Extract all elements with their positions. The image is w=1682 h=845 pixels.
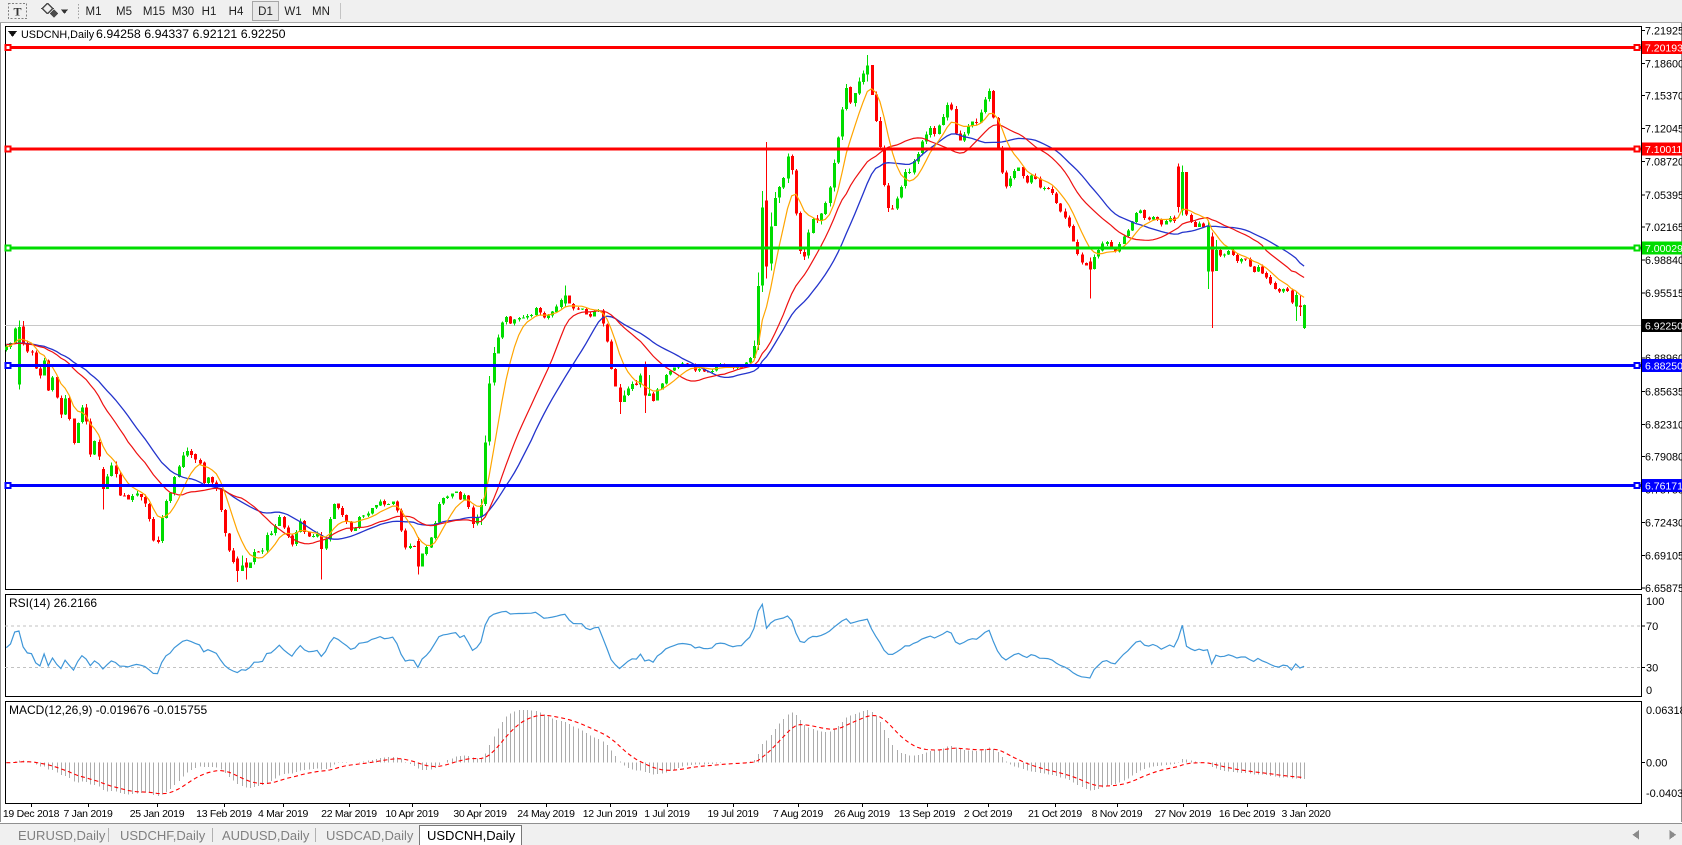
svg-text:100: 100: [1646, 596, 1664, 608]
svg-text:M15: M15: [143, 6, 165, 18]
svg-text:16 Dec 2019: 16 Dec 2019: [1219, 808, 1276, 820]
svg-text:6.72430: 6.72430: [1645, 518, 1682, 530]
svg-text:26 Aug 2019: 26 Aug 2019: [834, 808, 890, 820]
svg-text:W1: W1: [284, 6, 301, 18]
svg-text:7.21925: 7.21925: [1645, 25, 1682, 37]
svg-text:0.063184: 0.063184: [1646, 705, 1682, 717]
svg-text:6.94258 6.94337 6.92121 6.9225: 6.94258 6.94337 6.92121 6.92250: [96, 27, 286, 41]
svg-text:24 May 2019: 24 May 2019: [517, 808, 575, 820]
svg-text:7.08720: 7.08720: [1645, 157, 1682, 169]
svg-text:7.10011: 7.10011: [1645, 144, 1682, 156]
svg-text:USDCNH,Daily: USDCNH,Daily: [21, 29, 95, 41]
svg-text:27 Nov 2019: 27 Nov 2019: [1155, 808, 1212, 820]
svg-text:7.15370: 7.15370: [1645, 91, 1682, 103]
svg-text:30 Apr 2019: 30 Apr 2019: [453, 808, 507, 820]
svg-text:13 Sep 2019: 13 Sep 2019: [899, 808, 956, 820]
svg-text:M1: M1: [86, 6, 102, 18]
svg-text:M30: M30: [172, 6, 194, 18]
svg-text:7.18600: 7.18600: [1645, 59, 1682, 71]
svg-text:6.82310: 6.82310: [1645, 419, 1682, 431]
svg-text:-0.040355: -0.040355: [1646, 788, 1682, 800]
svg-text:D1: D1: [258, 6, 273, 18]
svg-text:19 Dec 2018: 19 Dec 2018: [3, 808, 60, 820]
svg-text:6.98840: 6.98840: [1645, 255, 1682, 267]
svg-text:7.12045: 7.12045: [1645, 124, 1682, 136]
svg-text:H4: H4: [229, 6, 244, 18]
svg-text:RSI(14) 26.2166: RSI(14) 26.2166: [9, 596, 97, 610]
svg-text:MN: MN: [312, 6, 330, 18]
svg-text:25 Jan 2019: 25 Jan 2019: [130, 808, 185, 820]
svg-text:19 Jul 2019: 19 Jul 2019: [708, 808, 759, 820]
svg-text:1 Jul 2019: 1 Jul 2019: [644, 808, 690, 820]
svg-text:12 Jun 2019: 12 Jun 2019: [583, 808, 638, 820]
svg-text:MACD(12,26,9) -0.019676 -0.015: MACD(12,26,9) -0.019676 -0.015755: [9, 703, 207, 717]
svg-text:6.85635: 6.85635: [1645, 386, 1682, 398]
svg-text:6.88250: 6.88250: [1645, 360, 1682, 372]
svg-text:6.92250: 6.92250: [1645, 321, 1682, 333]
svg-text:T: T: [13, 5, 21, 19]
svg-text:30: 30: [1646, 663, 1658, 675]
svg-text:6.65875: 6.65875: [1645, 583, 1682, 595]
svg-text:13 Feb 2019: 13 Feb 2019: [196, 808, 252, 820]
svg-text:0.00: 0.00: [1646, 758, 1667, 770]
svg-text:USDCHF,Daily: USDCHF,Daily: [120, 828, 206, 843]
svg-text:7 Aug 2019: 7 Aug 2019: [773, 808, 824, 820]
svg-text:EURUSD,Daily: EURUSD,Daily: [18, 828, 106, 843]
svg-text:6.69105: 6.69105: [1645, 551, 1682, 563]
svg-text:7.00029: 7.00029: [1645, 243, 1682, 255]
svg-text:70: 70: [1646, 621, 1658, 633]
svg-text:AUDUSD,Daily: AUDUSD,Daily: [222, 828, 310, 843]
svg-text:USDCAD,Daily: USDCAD,Daily: [326, 828, 414, 843]
svg-text:6.79080: 6.79080: [1645, 452, 1682, 464]
svg-text:6.95515: 6.95515: [1645, 288, 1682, 300]
svg-text:M5: M5: [116, 6, 132, 18]
svg-text:2 Oct 2019: 2 Oct 2019: [964, 808, 1013, 820]
svg-text:3 Jan 2020: 3 Jan 2020: [1282, 808, 1331, 820]
svg-text:0: 0: [1646, 685, 1652, 697]
svg-text:7 Jan 2019: 7 Jan 2019: [64, 808, 113, 820]
svg-text:7.20193: 7.20193: [1645, 43, 1682, 55]
svg-text:21 Oct 2019: 21 Oct 2019: [1028, 808, 1082, 820]
svg-text:8 Nov 2019: 8 Nov 2019: [1092, 808, 1143, 820]
svg-text:22 Mar 2019: 22 Mar 2019: [321, 808, 377, 820]
svg-text:6.76171: 6.76171: [1645, 480, 1682, 492]
svg-text:USDCNH,Daily: USDCNH,Daily: [427, 828, 516, 843]
svg-text:7.02165: 7.02165: [1645, 222, 1682, 234]
svg-text:4 Mar 2019: 4 Mar 2019: [258, 808, 309, 820]
svg-text:10 Apr 2019: 10 Apr 2019: [385, 808, 439, 820]
svg-text:H1: H1: [202, 6, 217, 18]
svg-text:7.05395: 7.05395: [1645, 190, 1682, 202]
